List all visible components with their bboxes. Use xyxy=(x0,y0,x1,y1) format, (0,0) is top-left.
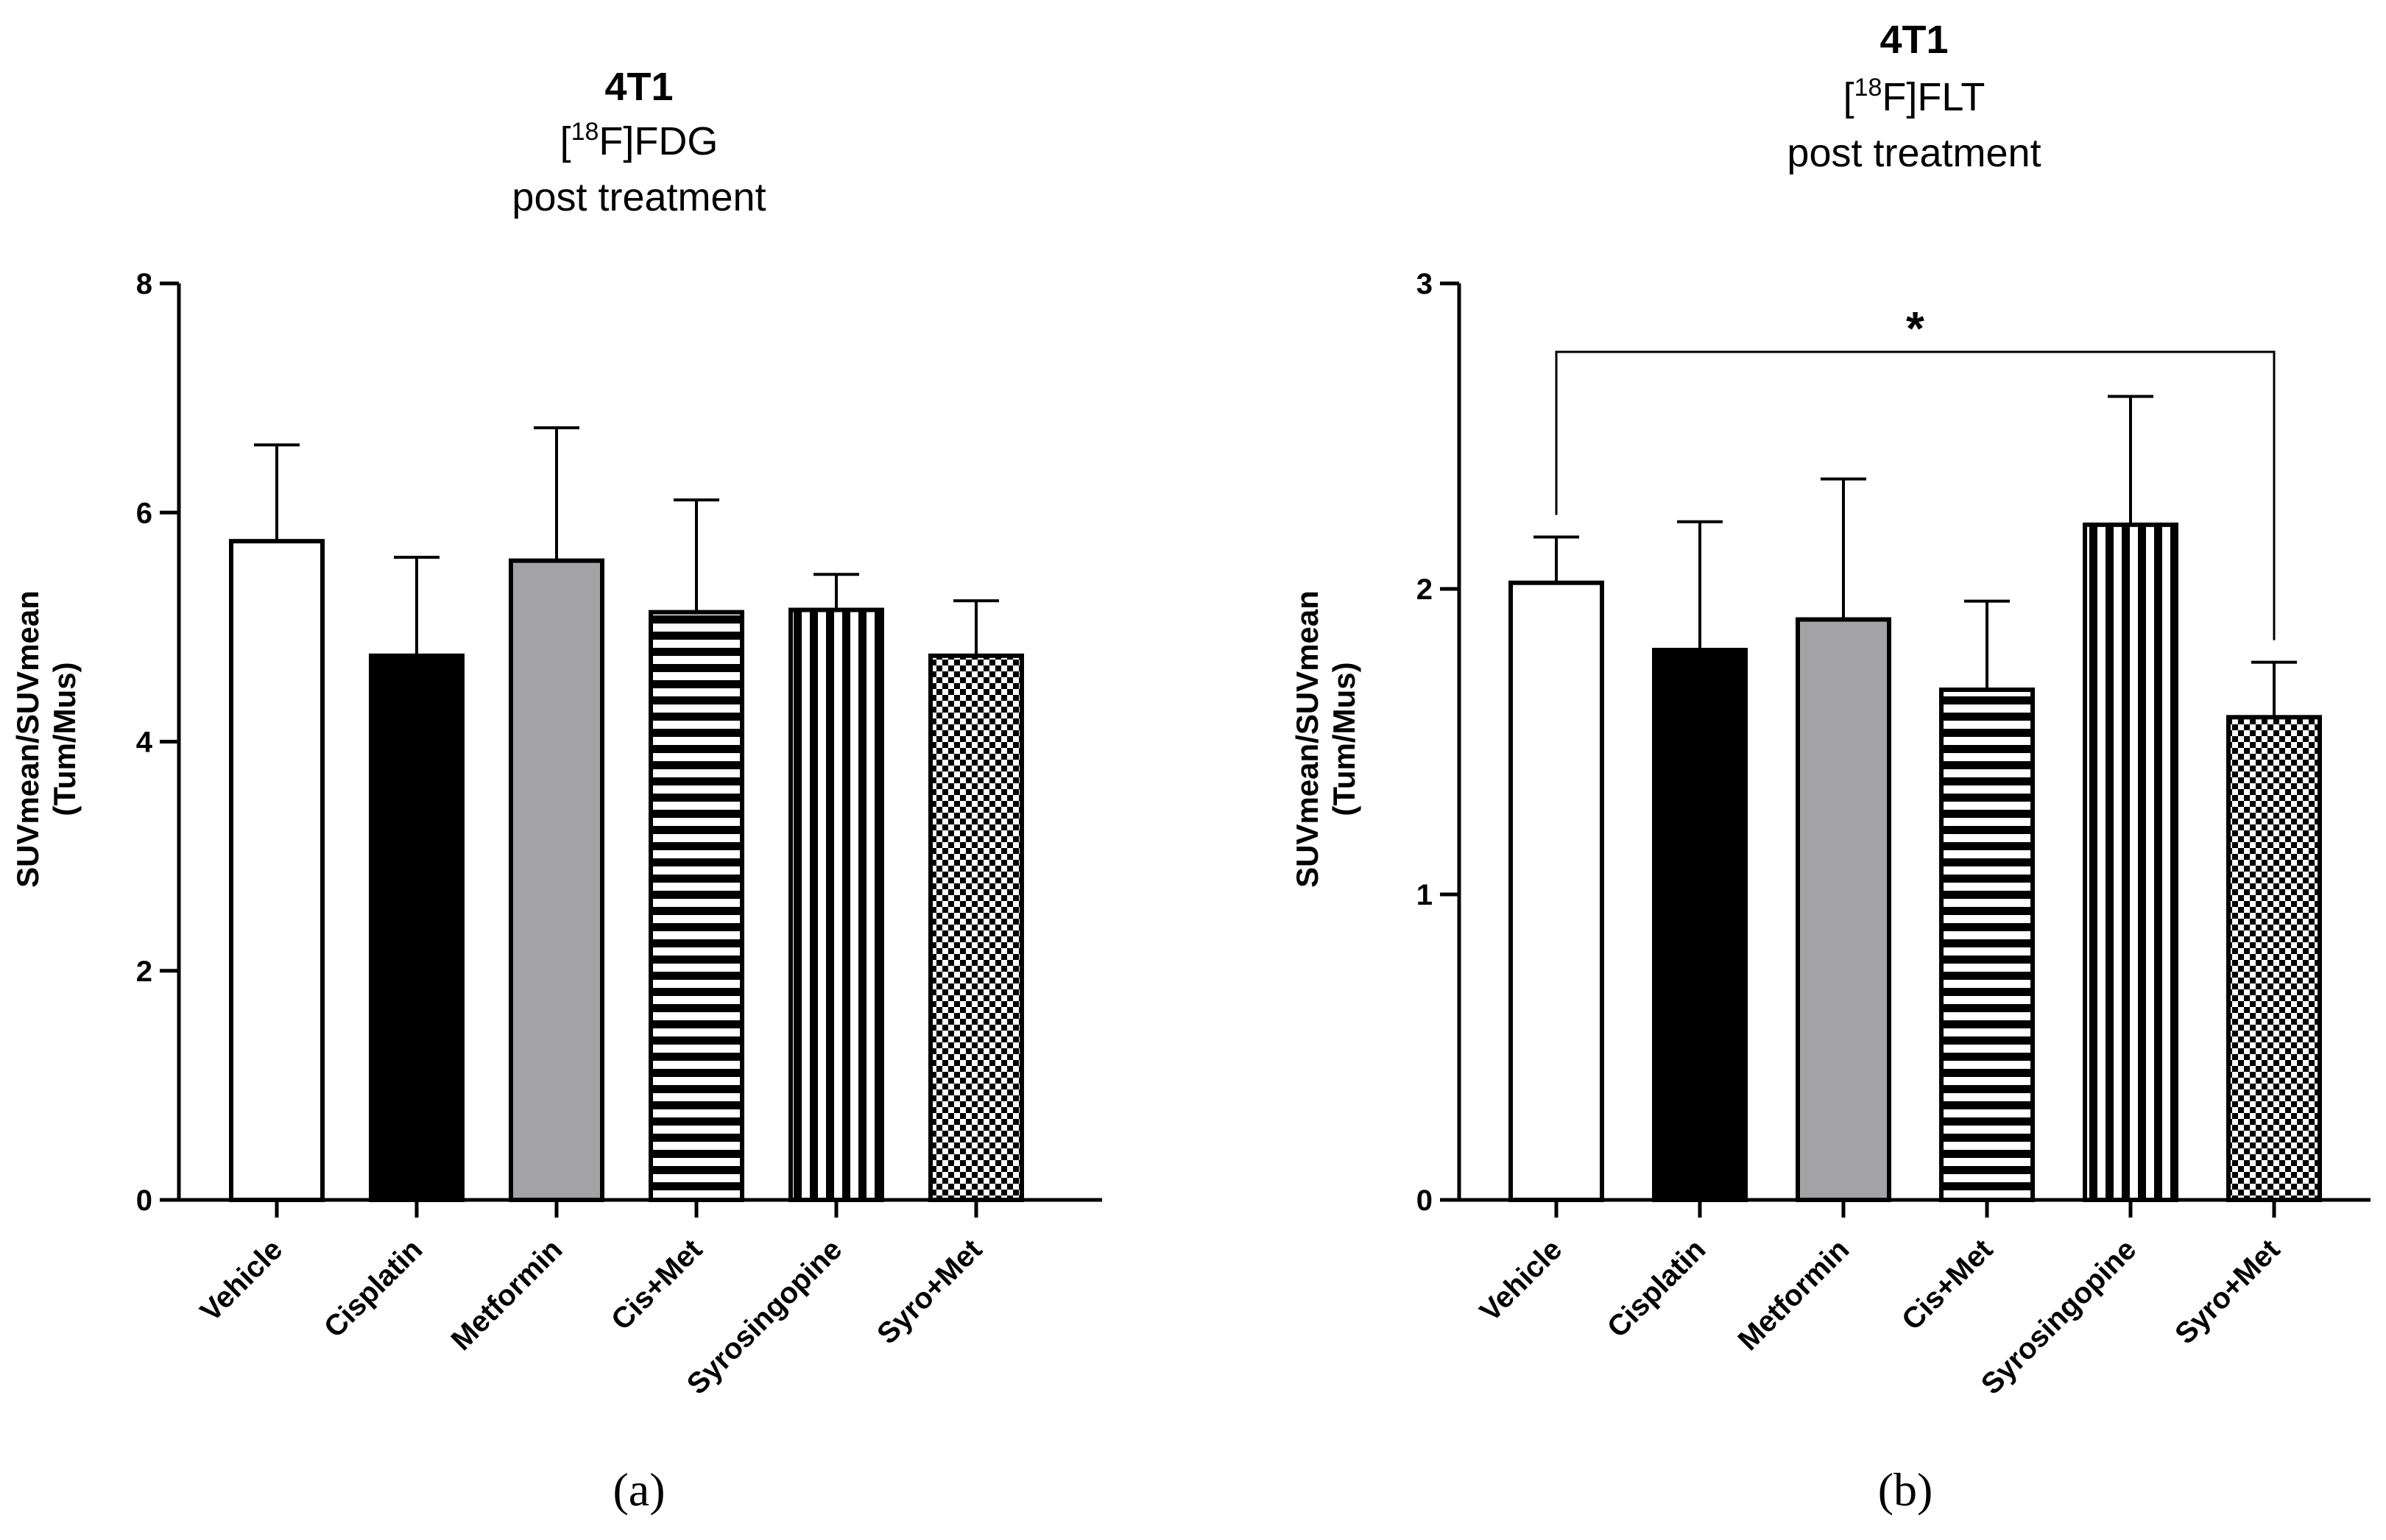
panel-b-category-label: Cis+Met xyxy=(1896,1233,1999,1336)
panel-b-y-axis-label: SUVmean/SUVmean (Tum/Mus) xyxy=(1290,590,1361,888)
panel-b-title: 4T1 xyxy=(1879,18,1948,62)
panel-a-bar xyxy=(788,607,884,1202)
panel-b-significance-bracket xyxy=(1555,350,2276,640)
panel-a-y-tick-label: 0 xyxy=(136,1184,152,1217)
panel-a-chart: 4T1 [18F]FDG post treatment SUVmean/SUVm… xyxy=(10,65,1102,1516)
panel-a-y-tick-label: 4 xyxy=(136,727,153,759)
panel-a-category-label: Cisplatin xyxy=(318,1233,429,1344)
panel-b-bar xyxy=(1508,580,1604,1202)
panel-a-category-label: Syro+Met xyxy=(871,1233,988,1350)
panel-a-category-label: Cis+Met xyxy=(605,1233,708,1336)
panel-b-category-label: Syro+Met xyxy=(2169,1233,2286,1350)
panel-b-bar xyxy=(1939,687,2035,1202)
panel-a-category-label: Metformin xyxy=(445,1233,569,1357)
panel-a-y-axis-label-line2: (Tum/Mus) xyxy=(47,662,82,816)
panel-b-bar xyxy=(2083,522,2178,1202)
panel-b-category-label: Syrosingopine xyxy=(1975,1233,2143,1401)
panel-b-y-tick-label: 1 xyxy=(1416,879,1433,911)
panel-a-y-axis-label-line1: SUVmean/SUVmean xyxy=(10,590,45,888)
panel-a-marks: 0 2 4 6 8 Vehicle Cisplatin Metformin Cis+Met Syr… xyxy=(136,268,1102,1401)
panel-b-y-tick-label: 3 xyxy=(1416,268,1433,300)
panel-b-category-label: Metformin xyxy=(1732,1233,1856,1357)
panel-b-label: (b) xyxy=(1878,1463,1933,1516)
panel-a-y-axis-label: SUVmean/SUVmean (Tum/Mus) xyxy=(10,590,82,888)
panel-b-category-label: Vehicle xyxy=(1474,1233,1569,1328)
panel-a-subtitle: post treatment xyxy=(512,175,766,219)
panel-a-bar xyxy=(928,653,1024,1202)
panel-a-y-tick-label: 2 xyxy=(136,956,152,988)
panel-b-subtitle: post treatment xyxy=(1787,131,2041,175)
panel-b-chart: 4T1 [18F]FLT post treatment SUVmean/SUVm… xyxy=(1290,18,2371,1516)
panel-a-bar xyxy=(509,558,604,1202)
panel-a-title: 4T1 xyxy=(604,65,673,109)
panel-b-bar xyxy=(2226,715,2322,1202)
panel-b-tracer: [18F]FLT xyxy=(1843,74,1986,119)
panel-a-category-label: Vehicle xyxy=(194,1233,289,1328)
panel-a-bar xyxy=(369,653,465,1202)
panel-b-category-label: Cisplatin xyxy=(1601,1233,1712,1344)
panel-a-label: (a) xyxy=(613,1463,665,1516)
panel-b-bar xyxy=(1652,648,1748,1202)
panel-a-bar xyxy=(649,610,744,1202)
panel-a-y-tick-label: 8 xyxy=(136,268,152,300)
panel-b-y-tick-label: 2 xyxy=(1416,573,1433,606)
panel-b-y-tick-label: 0 xyxy=(1416,1184,1433,1217)
panel-b-y-axis-label-line2: (Tum/Mus) xyxy=(1327,662,1361,816)
panel-b-significance-label: * xyxy=(1906,302,1924,355)
panel-b-bar xyxy=(1796,617,1891,1202)
panel-a-bar xyxy=(229,539,325,1202)
panel-a-tracer: [18F]FDG xyxy=(560,118,719,163)
panel-b-y-axis-label-line1: SUVmean/SUVmean xyxy=(1290,590,1324,888)
panel-a-y-tick-label: 6 xyxy=(136,497,152,529)
